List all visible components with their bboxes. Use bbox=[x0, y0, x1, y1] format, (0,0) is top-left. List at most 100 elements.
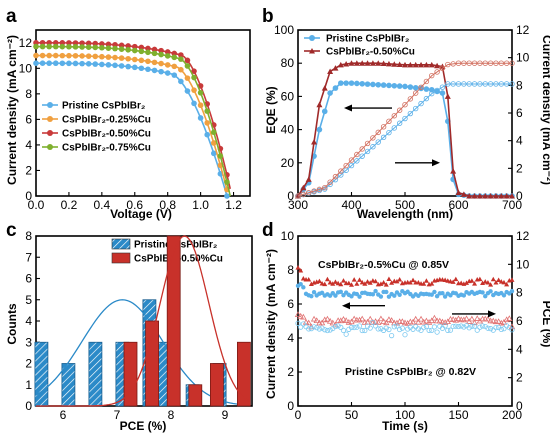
panel-a-point bbox=[151, 59, 158, 66]
panel-d-point bbox=[471, 323, 478, 329]
panel-c-ytick-label: 3 bbox=[25, 335, 32, 349]
panel-b-ylabel-right: Current density (mA cm⁻²) bbox=[540, 35, 550, 185]
panel-d-point bbox=[472, 281, 478, 286]
panel-b-point-triangle bbox=[337, 61, 344, 68]
panel-d-point bbox=[490, 317, 497, 324]
panel-d-point bbox=[370, 319, 376, 326]
panel-d-point bbox=[354, 324, 360, 330]
panel-a-point bbox=[52, 43, 59, 50]
panel-a-point bbox=[79, 44, 85, 50]
panel-a-point bbox=[92, 44, 99, 51]
panel-d-point bbox=[383, 319, 390, 326]
panel-d-point bbox=[453, 276, 459, 282]
panel-d-ytick-right-label: 10 bbox=[516, 257, 530, 271]
panel-b-point-triangle bbox=[407, 61, 414, 68]
panel-b-ytick-label: 20 bbox=[281, 156, 295, 170]
panel-b-point-open bbox=[370, 144, 376, 150]
panel-a-point bbox=[46, 60, 52, 67]
panel-d-point bbox=[362, 281, 368, 286]
panel-b-point-open bbox=[509, 81, 515, 87]
panel-d-point bbox=[394, 278, 400, 284]
panel-d-point bbox=[324, 276, 330, 282]
panel-d-point bbox=[338, 281, 344, 287]
panel-b-point-open bbox=[434, 87, 440, 94]
panel-d-point bbox=[418, 327, 424, 333]
panel-d-point bbox=[298, 281, 303, 287]
panel-d-point bbox=[348, 318, 355, 325]
panel-d-point bbox=[490, 276, 496, 282]
panel-d-point bbox=[484, 315, 492, 322]
panel-d-point bbox=[429, 281, 435, 286]
panel-d-point bbox=[487, 326, 494, 332]
panel-b-point bbox=[418, 85, 424, 92]
panel-c-bar bbox=[236, 341, 251, 407]
panel-b-point-open bbox=[423, 95, 430, 102]
panel-d-point bbox=[458, 280, 464, 286]
panel-b-point-open bbox=[487, 60, 494, 66]
panel-a-point bbox=[164, 49, 171, 55]
panel-a-jv-curves: Current density (mA cm⁻²) Voltage (V) Pr… bbox=[5, 29, 251, 221]
panel-a-point bbox=[178, 52, 184, 58]
panel-c-bar bbox=[61, 363, 76, 407]
panel-d-point bbox=[421, 324, 427, 331]
panel-a-point bbox=[191, 100, 197, 107]
panel-a-point bbox=[92, 53, 99, 60]
panel-b-point bbox=[316, 126, 323, 133]
panel-d-point bbox=[440, 291, 445, 296]
panel-d-point bbox=[434, 329, 440, 335]
panel-a-point bbox=[197, 115, 204, 121]
panel-d-point bbox=[397, 276, 403, 282]
panel-b-point-open bbox=[370, 135, 376, 141]
panel-c-xtick-label: 6 bbox=[60, 408, 67, 422]
panel-d-point bbox=[386, 294, 392, 299]
panel-a-ytick-label: 2 bbox=[25, 163, 32, 177]
panel-a-point bbox=[158, 68, 164, 75]
panel-d-point bbox=[310, 315, 318, 322]
panel-b-point-triangle bbox=[498, 193, 505, 199]
panel-d-point bbox=[423, 278, 429, 283]
panel-b-point bbox=[359, 80, 366, 87]
panel-b-point bbox=[327, 90, 333, 96]
panel-b-point-triangle bbox=[385, 60, 392, 67]
panel-d-point bbox=[301, 285, 306, 290]
panel-b-point-open bbox=[418, 84, 424, 90]
panel-a-point bbox=[191, 68, 197, 74]
panel-c-legend-swatch bbox=[111, 238, 131, 250]
panel-b-ytick-right-label: 12 bbox=[516, 23, 530, 37]
panel-a-point bbox=[46, 43, 52, 50]
panel-b-ytick-right-label: 0 bbox=[516, 189, 523, 203]
panel-a-point bbox=[164, 62, 171, 68]
panel-c-ytick-label: 2 bbox=[25, 357, 32, 371]
panel-b-point-triangle bbox=[402, 61, 408, 68]
panel-b-legend: Pristine CsPbIBr₂ CsPbIBr₂-0.50%Cu bbox=[304, 34, 415, 58]
panel-d-point bbox=[402, 332, 408, 338]
panel-b-point bbox=[332, 85, 339, 91]
panel-d-point bbox=[504, 323, 510, 329]
panel-d-point bbox=[429, 327, 435, 333]
panel-d-point bbox=[412, 315, 419, 322]
panel-a-point bbox=[85, 53, 92, 59]
panel-d-stability: Current density (mA cm⁻²) PCE (%) Time (… bbox=[264, 229, 550, 433]
panel-a-point bbox=[105, 41, 112, 48]
panel-d-point bbox=[295, 320, 301, 326]
panel-c-bar bbox=[123, 341, 138, 407]
panel-d-point bbox=[332, 279, 338, 284]
panel-a-point bbox=[125, 46, 131, 53]
panel-b-legend-label: CsPbIBr₂-0.50%Cu bbox=[326, 47, 415, 58]
panel-a-point bbox=[125, 43, 131, 49]
panel-b-point-open bbox=[482, 60, 488, 66]
panel-d-point bbox=[399, 318, 406, 324]
panel-b-point-open bbox=[300, 191, 307, 198]
panel-b-point-open bbox=[418, 100, 424, 107]
panel-b-point-open bbox=[509, 60, 515, 66]
panel-d-point bbox=[404, 320, 411, 326]
panel-a-point bbox=[171, 50, 178, 57]
panel-b-point bbox=[338, 80, 344, 86]
panel-b-point bbox=[321, 108, 328, 115]
panel-d-point bbox=[394, 323, 400, 329]
panel-a-point bbox=[224, 179, 230, 185]
panel-d-point bbox=[425, 318, 433, 325]
panel-a-point bbox=[72, 52, 79, 59]
panel-a-point bbox=[85, 40, 92, 47]
panel-d-point bbox=[452, 316, 460, 323]
